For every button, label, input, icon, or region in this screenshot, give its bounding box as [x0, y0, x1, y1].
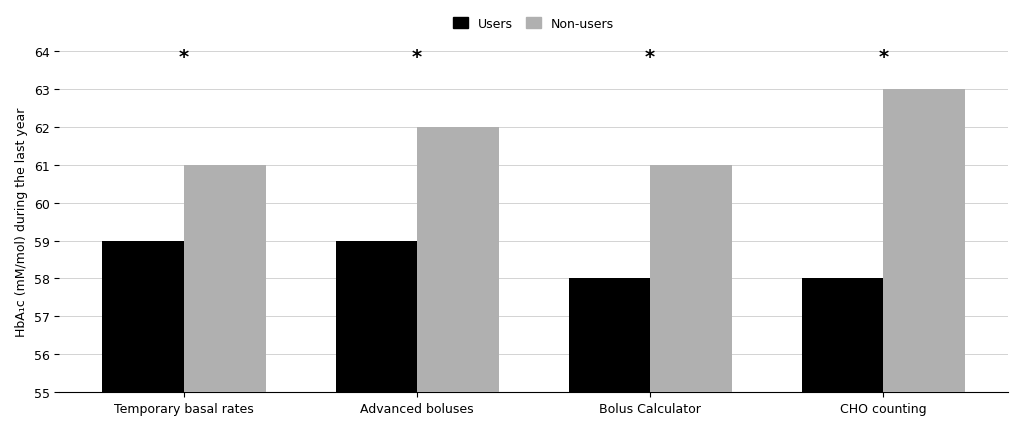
Bar: [184, 165, 266, 430]
Bar: [102, 241, 184, 430]
Bar: [336, 241, 417, 430]
Text: *: *: [412, 48, 422, 67]
Text: *: *: [878, 48, 888, 67]
Bar: [569, 279, 651, 430]
Legend: Users, Non-users: Users, Non-users: [449, 14, 618, 34]
Text: *: *: [646, 48, 656, 67]
Bar: [417, 127, 498, 430]
Y-axis label: HbA₁ᴄ (mM/mol) during the last year: HbA₁ᴄ (mM/mol) during the last year: [15, 108, 28, 337]
Bar: [883, 89, 965, 430]
Text: *: *: [179, 48, 189, 67]
Bar: [651, 165, 731, 430]
Bar: [802, 279, 883, 430]
